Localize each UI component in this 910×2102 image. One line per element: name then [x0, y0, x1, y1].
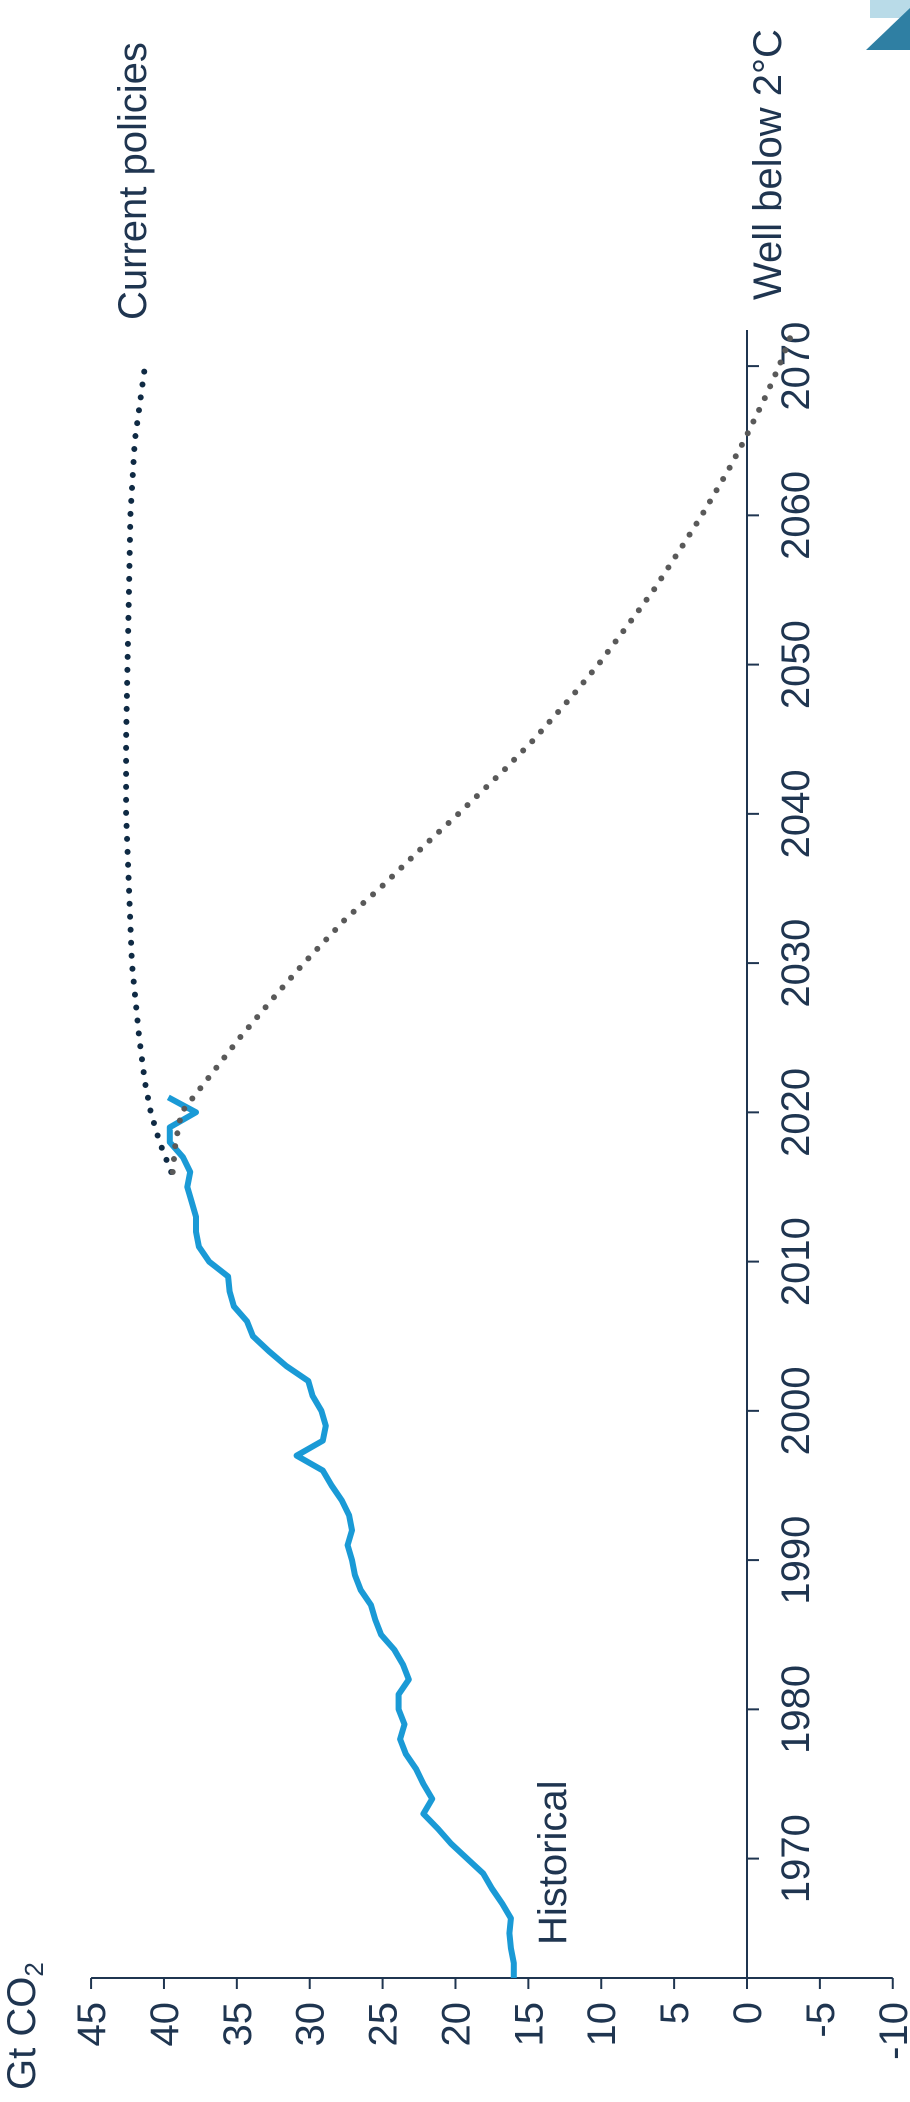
value-tick-label: 5	[653, 2002, 697, 2024]
series-label: Current policies	[111, 42, 155, 320]
year-tick-label: 1990	[774, 1516, 818, 1605]
year-tick-label: 2000	[774, 1366, 818, 1455]
value-tick-label: -5	[799, 2002, 843, 2038]
unit-label: Gt CO2	[0, 1962, 49, 2090]
value-tick-label: 15	[507, 2002, 551, 2047]
value-tick-label: 20	[434, 2002, 478, 2047]
series-line	[166, 1094, 517, 1978]
value-tick-label: 30	[289, 2002, 333, 2047]
logo-dark-shape	[866, 8, 910, 50]
axes: 45 40 35 30 25 20 15 10 5 0 -5 -10 1970 1980 1990 2000 2…	[70, 322, 910, 2060]
value-tick-label: 40	[143, 2002, 187, 2047]
year-tick-label: 2020	[774, 1068, 818, 1157]
year-tick-label: 1980	[774, 1665, 818, 1754]
series-label: Historical	[531, 1781, 575, 1945]
value-tick-label: 0	[726, 2002, 770, 2024]
logo-light-shape	[870, 0, 910, 18]
year-tick-label: 2050	[774, 620, 818, 709]
year-tick-label: 2040	[774, 769, 818, 858]
series-label: Well below 2°C	[746, 29, 790, 300]
labels-layer: Gt CO2 Historical Current policies Well be…	[0, 29, 790, 2090]
series-line	[123, 363, 175, 1175]
series-layer	[123, 333, 794, 1978]
unit-label-main: Gt CO	[0, 1977, 44, 2090]
unit-label-subscript: 2	[19, 1962, 49, 1976]
logo-mark	[866, 0, 910, 50]
year-tick-label: 2060	[774, 471, 818, 560]
year-tick-label: 2010	[774, 1217, 818, 1306]
value-tick-label: 35	[216, 2002, 260, 2047]
series-line	[169, 333, 794, 1175]
value-tick-label: -10	[872, 2002, 910, 2060]
year-tick-label: 2030	[774, 919, 818, 1008]
year-tick-label: 2070	[774, 322, 818, 411]
value-tick-label: 45	[70, 2002, 114, 2047]
value-tick-label: 25	[362, 2002, 406, 2047]
svg-text:Gt CO2: Gt CO2	[0, 1962, 49, 2090]
value-tick-label: 10	[580, 2002, 624, 2047]
year-tick-label: 1970	[774, 1814, 818, 1903]
